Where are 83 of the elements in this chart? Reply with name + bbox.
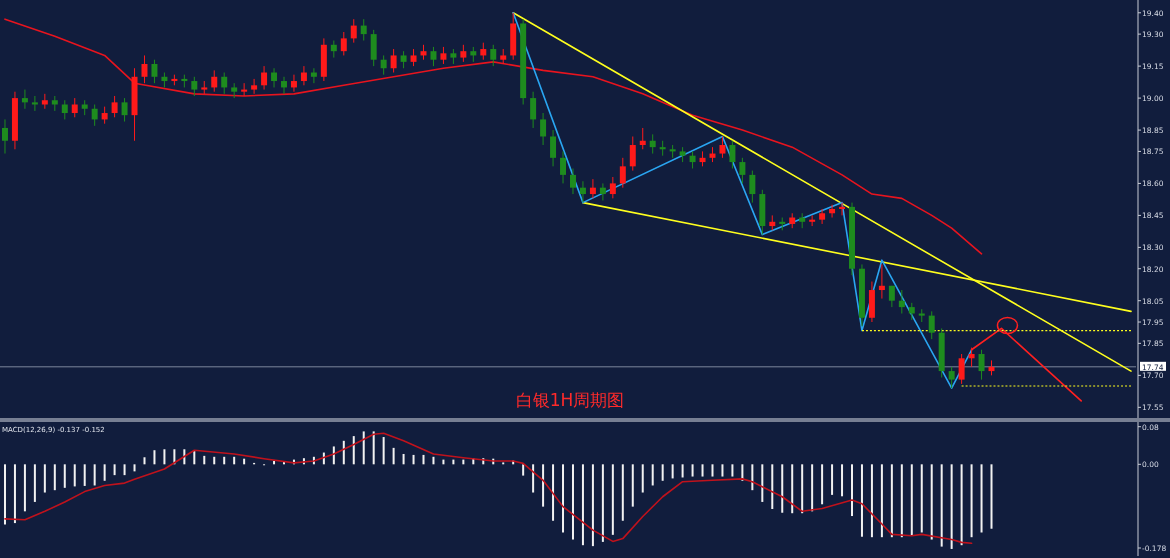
bar bbox=[860, 464, 863, 537]
bar bbox=[552, 464, 555, 521]
bar bbox=[591, 464, 594, 547]
bar bbox=[631, 464, 634, 507]
bar bbox=[153, 450, 156, 465]
bar bbox=[532, 464, 535, 493]
bar bbox=[372, 431, 375, 465]
bar bbox=[811, 464, 814, 512]
bar bbox=[163, 449, 166, 465]
bar bbox=[402, 453, 405, 465]
bar bbox=[522, 464, 525, 476]
bar bbox=[711, 464, 714, 477]
bar bbox=[771, 464, 774, 509]
bar bbox=[123, 464, 126, 476]
bar bbox=[841, 464, 844, 497]
bar bbox=[43, 464, 46, 493]
bar bbox=[581, 464, 584, 546]
bar bbox=[432, 456, 435, 465]
line-series bbox=[512, 12, 973, 389]
bar bbox=[601, 464, 604, 542]
bar bbox=[751, 464, 754, 491]
bar bbox=[621, 464, 624, 521]
bar bbox=[781, 464, 784, 513]
bar bbox=[801, 464, 804, 514]
bar bbox=[701, 464, 704, 477]
bar bbox=[103, 464, 106, 481]
bar bbox=[143, 457, 146, 465]
bar bbox=[73, 464, 76, 487]
bar bbox=[731, 464, 734, 477]
bar bbox=[851, 464, 853, 517]
bar bbox=[23, 464, 26, 512]
bar bbox=[113, 464, 116, 476]
bar bbox=[960, 464, 963, 546]
bar bbox=[681, 464, 684, 478]
bar bbox=[3, 464, 6, 525]
bar bbox=[13, 464, 16, 524]
bar bbox=[133, 464, 136, 472]
bar bbox=[213, 456, 216, 465]
bar bbox=[611, 464, 614, 535]
bar bbox=[193, 451, 196, 465]
line-series bbox=[4, 432, 973, 545]
bar bbox=[542, 464, 545, 507]
bar bbox=[243, 458, 246, 465]
bar bbox=[870, 464, 873, 538]
bar bbox=[562, 464, 565, 533]
bar bbox=[661, 464, 664, 481]
bar bbox=[721, 464, 724, 477]
bar bbox=[821, 464, 824, 505]
bar bbox=[362, 431, 365, 465]
bar bbox=[970, 464, 973, 538]
bar bbox=[910, 464, 913, 536]
text: 白银1H周期图 bbox=[515, 390, 625, 410]
bar bbox=[53, 464, 56, 491]
bar bbox=[940, 464, 943, 547]
bar bbox=[93, 464, 96, 486]
bar bbox=[691, 464, 694, 477]
bar bbox=[382, 437, 385, 465]
bar bbox=[990, 464, 993, 529]
bar bbox=[203, 455, 206, 465]
bar bbox=[831, 464, 834, 495]
bar bbox=[422, 454, 425, 465]
bar bbox=[880, 464, 883, 538]
bar bbox=[33, 464, 36, 502]
bar bbox=[791, 464, 794, 514]
bar bbox=[233, 456, 236, 465]
bar bbox=[900, 464, 903, 538]
bar bbox=[571, 464, 574, 540]
bar bbox=[352, 436, 355, 465]
bar bbox=[392, 447, 395, 465]
bar bbox=[651, 464, 654, 486]
bar bbox=[980, 464, 983, 533]
bar bbox=[890, 464, 893, 538]
line-series bbox=[4, 18, 983, 255]
bar bbox=[950, 464, 953, 549]
bar bbox=[342, 440, 345, 465]
bar bbox=[223, 456, 226, 465]
bar bbox=[920, 464, 923, 533]
bar bbox=[930, 464, 933, 540]
bar bbox=[83, 464, 86, 486]
bar bbox=[412, 454, 415, 465]
bar bbox=[761, 464, 764, 502]
bar bbox=[641, 464, 644, 493]
bar bbox=[671, 464, 674, 479]
